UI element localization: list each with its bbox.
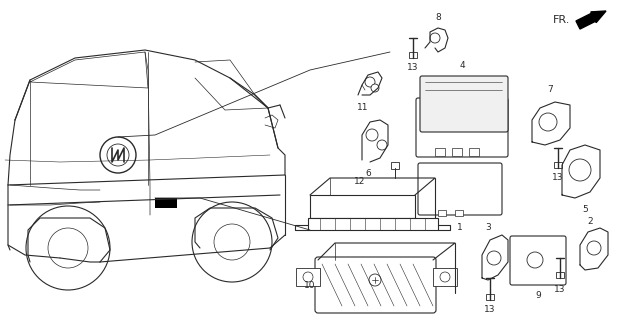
Text: 13: 13 (407, 63, 419, 73)
Text: 8: 8 (435, 13, 441, 22)
Text: 2: 2 (587, 218, 593, 227)
Circle shape (440, 272, 450, 282)
Bar (486, 294, 494, 300)
Text: 13: 13 (552, 173, 564, 182)
Text: 12: 12 (354, 178, 366, 187)
Circle shape (192, 202, 272, 282)
FancyBboxPatch shape (510, 236, 566, 285)
Circle shape (369, 274, 381, 286)
Circle shape (100, 137, 136, 173)
FancyBboxPatch shape (418, 163, 502, 215)
Bar (554, 162, 562, 168)
Circle shape (569, 159, 591, 181)
Circle shape (48, 228, 88, 268)
Bar (391, 162, 399, 169)
Circle shape (587, 241, 601, 255)
FancyArrow shape (576, 11, 606, 29)
Circle shape (107, 144, 129, 166)
FancyBboxPatch shape (315, 257, 436, 313)
Circle shape (366, 129, 378, 141)
Bar (435, 148, 445, 156)
Text: FR.: FR. (553, 15, 570, 25)
Bar (155, 198, 177, 208)
FancyBboxPatch shape (420, 76, 508, 132)
Bar (452, 148, 462, 156)
Text: 10: 10 (304, 281, 316, 290)
Circle shape (303, 272, 313, 282)
Text: 1: 1 (457, 223, 463, 233)
Bar (409, 52, 417, 58)
Text: 4: 4 (459, 60, 465, 69)
Bar (296, 268, 320, 286)
Text: 7: 7 (547, 85, 553, 94)
Circle shape (487, 251, 501, 265)
Text: 11: 11 (357, 102, 369, 111)
Circle shape (527, 252, 543, 268)
Text: 9: 9 (535, 291, 541, 300)
Bar (438, 210, 446, 216)
Circle shape (539, 113, 557, 131)
Text: 5: 5 (582, 205, 588, 214)
FancyBboxPatch shape (416, 98, 508, 157)
Bar (455, 210, 463, 216)
Bar (310, 195, 415, 218)
Circle shape (26, 206, 110, 290)
Bar (433, 268, 457, 286)
Text: 13: 13 (484, 306, 496, 315)
Circle shape (365, 77, 375, 87)
Bar (308, 218, 438, 230)
Circle shape (214, 224, 250, 260)
Text: 13: 13 (554, 285, 566, 294)
Circle shape (377, 140, 387, 150)
Bar (469, 148, 479, 156)
Text: 3: 3 (485, 223, 491, 233)
Circle shape (430, 33, 440, 43)
Text: 6: 6 (365, 169, 371, 178)
Circle shape (371, 84, 379, 92)
Bar (556, 272, 564, 278)
